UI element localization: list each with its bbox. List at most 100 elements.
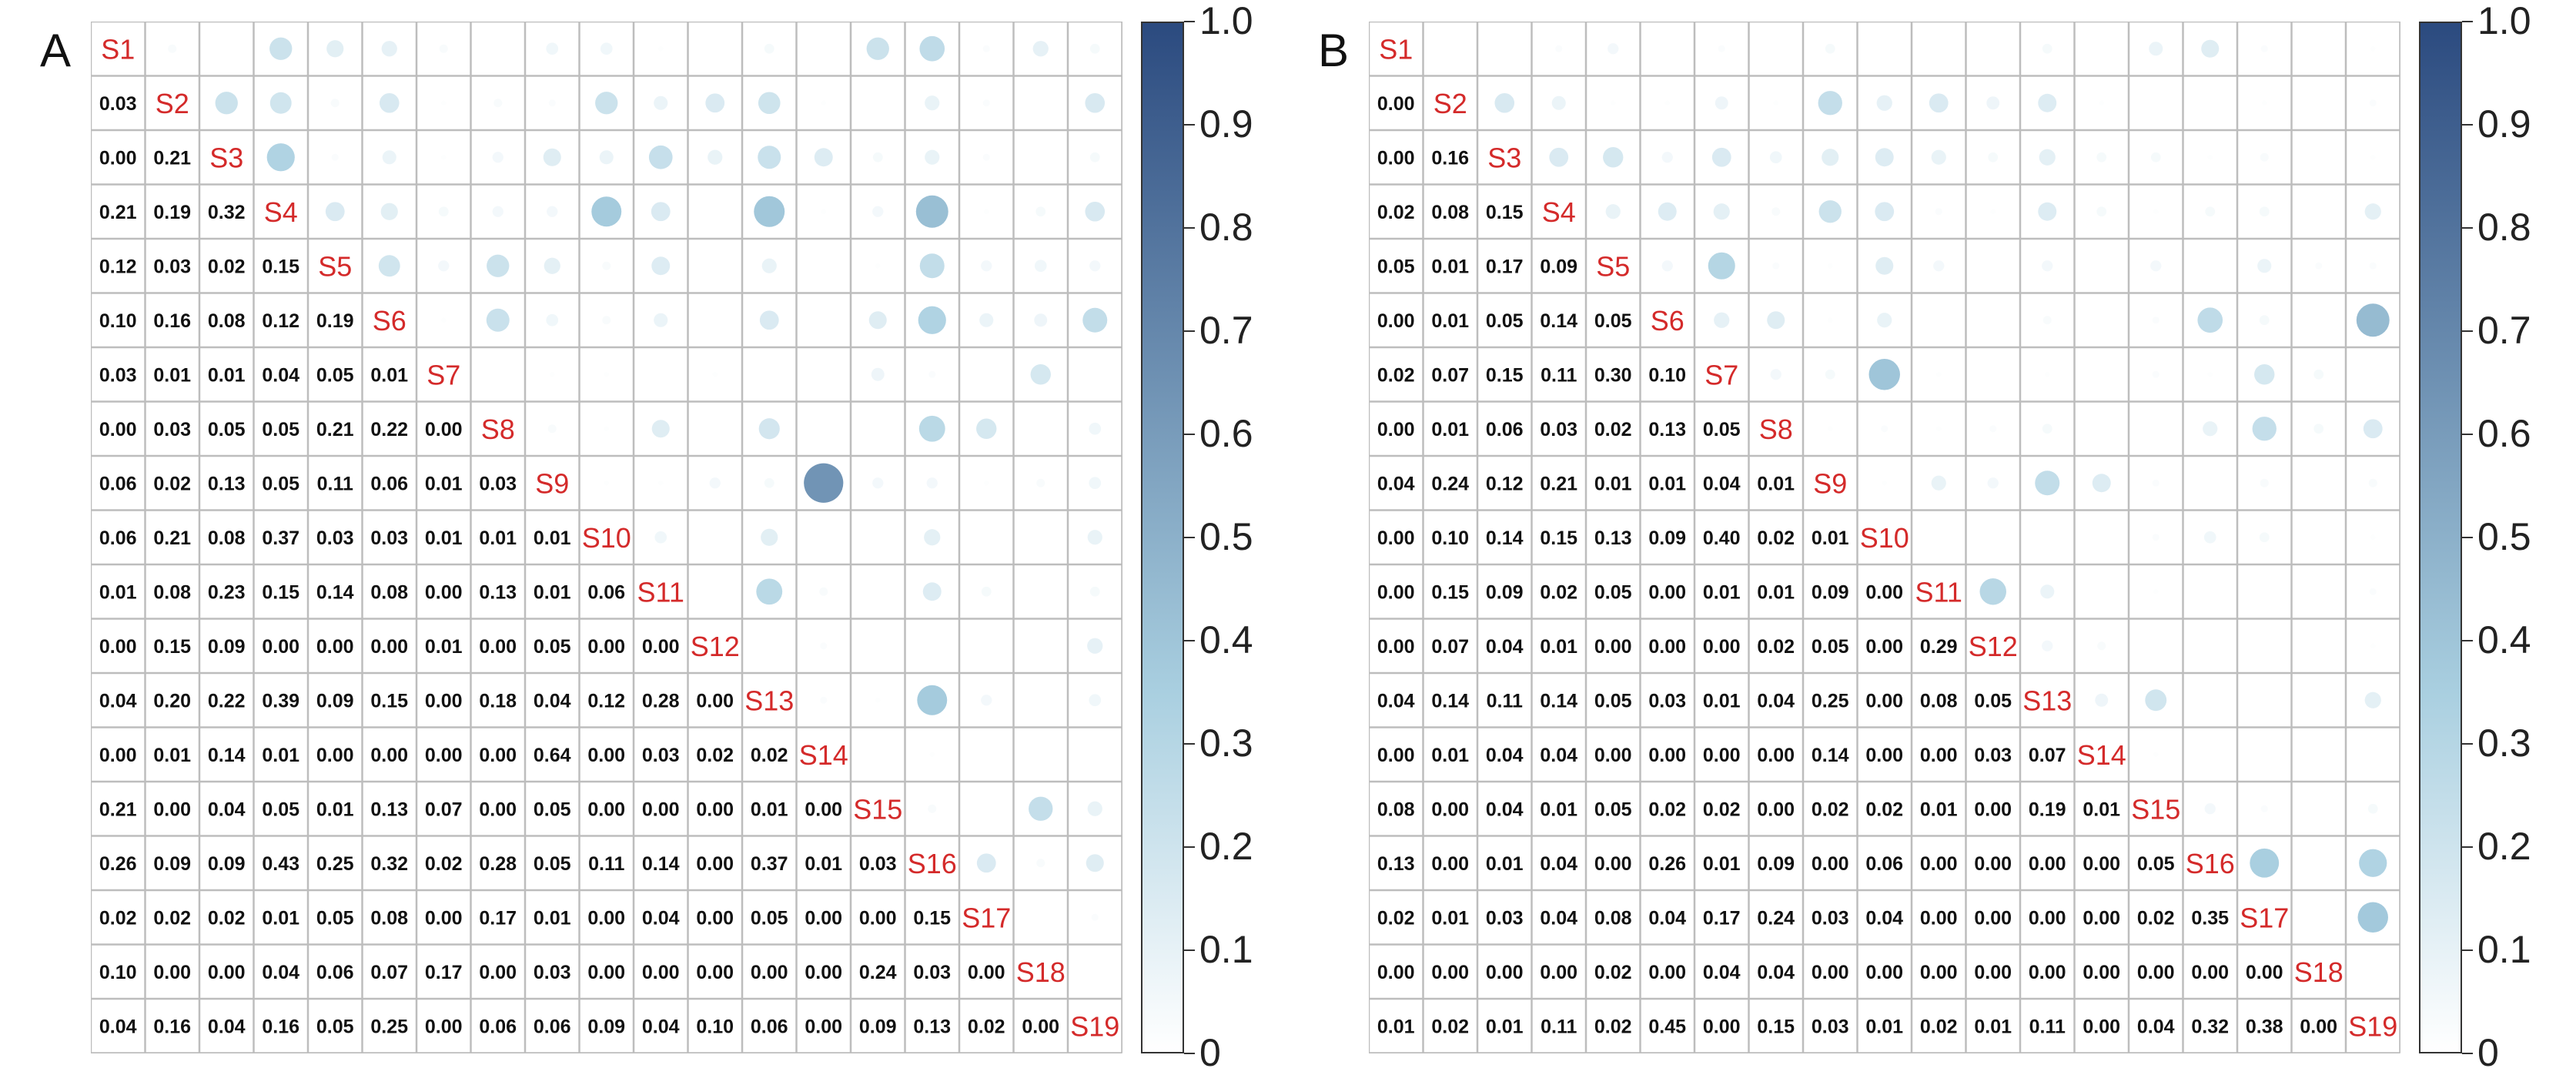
value-label: 0.00 (479, 636, 517, 658)
diagonal-label: S4 (264, 196, 298, 228)
correlation-circle (2262, 752, 2267, 757)
value-label: 0.02 (99, 907, 137, 929)
correlogram-a: S1 S2 0.03 S3 0.00 0.21 S4 0.21 0.19 0.32 S5 0.12 0.… (91, 22, 1122, 1053)
correlation-circle (1929, 93, 1949, 113)
value-label: 0.00 (1377, 636, 1415, 658)
correlation-circle (1875, 148, 1894, 167)
diagonal-label: S9 (1813, 467, 1847, 499)
value-label: 0.21 (153, 147, 191, 169)
value-label: 0.02 (1703, 799, 1741, 820)
correlation-circle (984, 752, 989, 757)
value-label: 0.00 (587, 799, 625, 820)
value-label: 0.00 (1865, 962, 1903, 983)
correlation-circle (2038, 93, 2057, 112)
correlation-circle (2153, 426, 2159, 431)
value-label: 0.00 (1703, 745, 1741, 766)
value-label: 0.00 (2191, 962, 2229, 983)
correlation-circle (984, 643, 989, 648)
grid-background (1369, 22, 2400, 1053)
correlation-circle (2369, 99, 2377, 107)
correlation-circle (215, 92, 238, 115)
value-label: 0.05 (262, 799, 299, 820)
value-label: 0.14 (1486, 527, 1524, 549)
correlation-circle (2368, 478, 2377, 487)
panel-label-a: A (40, 25, 72, 76)
correlation-circle (1661, 152, 1673, 163)
value-label: 0.05 (208, 419, 246, 440)
value-label: 0.00 (1648, 962, 1686, 983)
colorbar-tick (1184, 846, 1195, 848)
correlation-circle (1087, 530, 1102, 545)
value-label: 0.00 (425, 745, 463, 766)
colorbar-tick-label: 0.4 (2477, 618, 2531, 661)
value-label: 0.00 (696, 799, 734, 820)
correlation-circle (1664, 46, 1670, 52)
value-label: 0.09 (859, 1016, 897, 1037)
correlation-circle (875, 426, 881, 431)
correlation-circle (712, 209, 718, 214)
diagonal-label: S3 (209, 142, 243, 173)
correlation-circle (712, 534, 718, 540)
value-label: 0.24 (1431, 473, 1469, 494)
colorbar-tick-label: 0.1 (1199, 928, 1253, 971)
correlation-circle (651, 420, 670, 438)
value-label: 0.01 (1431, 310, 1469, 332)
correlation-circle (1607, 43, 1619, 55)
correlation-circle (1933, 260, 1945, 272)
correlation-circle (2204, 803, 2216, 815)
correlation-circle (2095, 693, 2109, 707)
value-label: 0.00 (2083, 853, 2120, 875)
correlation-circle (981, 260, 992, 272)
correlation-circle (2259, 532, 2270, 543)
correlation-circle (1773, 46, 1778, 52)
correlation-circle (922, 582, 942, 601)
value-label: 0.02 (153, 907, 191, 929)
correlation-circle (1092, 752, 1098, 757)
correlation-circle (224, 46, 229, 52)
colorbar-tick-label: 0.3 (2477, 722, 2531, 765)
diagonal-label: S12 (691, 631, 740, 662)
value-label: 0.13 (913, 1016, 951, 1037)
diagonal-label: S8 (1759, 414, 1793, 445)
correlation-circle (651, 256, 671, 276)
value-label: 0.06 (534, 1016, 571, 1037)
value-label: 0.45 (1648, 1016, 1686, 1037)
correlation-circle (2153, 589, 2159, 594)
colorbar-tick-label: 0.9 (1199, 102, 1253, 146)
correlation-circle (1931, 475, 1946, 491)
value-label: 0.01 (1594, 473, 1632, 494)
colorbar-tick-label: 0.4 (1199, 618, 1253, 661)
correlation-circle (1038, 915, 1043, 920)
correlation-circle (2370, 155, 2376, 160)
correlation-circle (2042, 640, 2053, 651)
correlation-circle (925, 149, 940, 165)
value-label: 0.08 (208, 527, 246, 549)
value-label: 0.04 (262, 962, 299, 983)
correlation-circle (651, 202, 671, 222)
value-label: 0.00 (696, 907, 734, 929)
correlation-circle (168, 44, 177, 53)
value-label: 0.13 (1377, 853, 1415, 875)
correlation-circle (2097, 641, 2106, 651)
value-label: 0.01 (1757, 473, 1795, 494)
value-label: 0.01 (1431, 907, 1469, 929)
correlation-circle (495, 372, 500, 377)
colorbar-tick (2462, 1053, 2473, 1054)
value-label: 0.00 (1865, 690, 1903, 712)
correlation-circle (875, 589, 881, 594)
correlation-circle (2207, 698, 2213, 703)
correlation-circle (924, 529, 941, 546)
correlation-circle (2370, 752, 2376, 757)
value-label: 0.00 (1022, 1016, 1059, 1037)
correlation-circle (767, 643, 772, 648)
value-label: 0.00 (1920, 745, 1958, 766)
correlation-circle (1086, 854, 1104, 872)
value-label: 0.32 (208, 202, 246, 223)
correlation-circle (2254, 364, 2275, 385)
value-label: 0.06 (479, 1016, 517, 1037)
correlation-circle (2369, 588, 2377, 595)
correlation-circle (2250, 848, 2280, 878)
value-label: 0.39 (262, 690, 299, 712)
value-label: 0.07 (2029, 745, 2066, 766)
colorbar-tick (1184, 640, 1195, 641)
